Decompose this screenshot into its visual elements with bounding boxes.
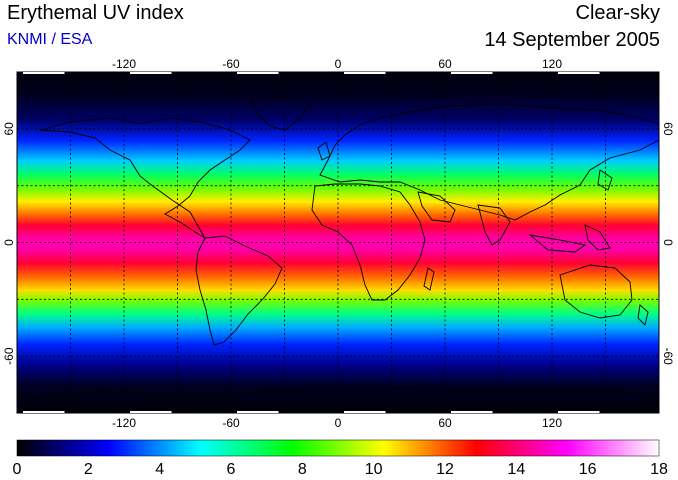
colorbar — [16, 439, 660, 457]
lat-tick-label: 0 — [661, 239, 675, 246]
colorbar-tick-label: 8 — [298, 461, 307, 478]
lat-tick-label: 60 — [2, 122, 16, 136]
frame-tick-markers — [23, 72, 600, 413]
colorbar-tick-label: 16 — [579, 461, 597, 478]
date-label: 14 September 2005 — [484, 29, 660, 51]
colorbar-tick-label: 12 — [436, 461, 454, 478]
lon-tick-label: -60 — [222, 57, 240, 71]
lat-labels-right: 60 0 -60 — [661, 122, 675, 365]
lat-tick-label: 0 — [2, 239, 16, 246]
colorbar-tick-label: 2 — [84, 461, 93, 478]
map-area — [17, 72, 659, 413]
colorbar-labels: 0 2 4 6 8 10 12 14 16 18 — [13, 461, 668, 478]
lat-labels-left: 60 0 -60 — [2, 122, 16, 365]
source-label: KNMI / ESA — [7, 31, 93, 48]
colorbar-tick-label: 10 — [365, 461, 383, 478]
lat-tick-label: 60 — [661, 122, 675, 136]
lon-tick-label: 60 — [438, 416, 452, 430]
lon-tick-label: -120 — [112, 57, 136, 71]
lon-tick-label: 0 — [335, 416, 342, 430]
lon-tick-label: 120 — [542, 416, 562, 430]
map-frame — [16, 71, 660, 414]
lon-labels-top: -120 -60 0 60 120 — [112, 57, 562, 71]
colorbar-tick-label: 18 — [650, 461, 668, 478]
coastlines — [17, 95, 659, 401]
colorbar-tick-label: 4 — [155, 461, 164, 478]
lon-tick-label: -120 — [112, 416, 136, 430]
colorbar-tick-label: 6 — [227, 461, 236, 478]
lon-labels-bottom: -120 -60 0 60 120 — [112, 416, 562, 430]
lat-tick-label: -60 — [661, 347, 675, 365]
lon-tick-label: 60 — [438, 57, 452, 71]
lon-tick-label: -60 — [222, 416, 240, 430]
gridlines — [17, 72, 659, 413]
lat-tick-label: -60 — [2, 347, 16, 365]
colorbar-tick-label: 0 — [13, 461, 22, 478]
sky-mode-label: Clear-sky — [575, 2, 660, 24]
colorbar-tick-label: 14 — [507, 461, 525, 478]
lon-tick-label: 0 — [335, 57, 342, 71]
lon-tick-label: 120 — [542, 57, 562, 71]
map-title: Erythemal UV index — [7, 2, 184, 24]
